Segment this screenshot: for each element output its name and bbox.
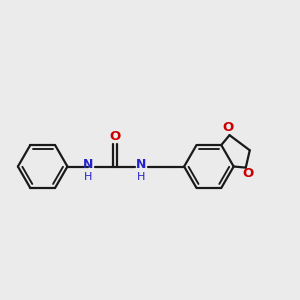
Text: N: N bbox=[83, 158, 94, 171]
Text: H: H bbox=[137, 172, 146, 182]
Text: H: H bbox=[84, 172, 92, 182]
Text: N: N bbox=[136, 158, 146, 171]
Text: O: O bbox=[223, 121, 234, 134]
Text: O: O bbox=[242, 167, 253, 180]
Text: O: O bbox=[109, 130, 120, 143]
